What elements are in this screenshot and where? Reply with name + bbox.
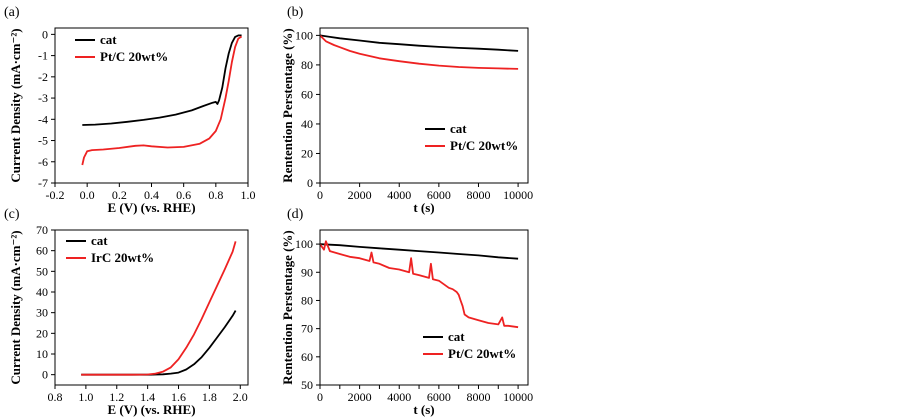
x-tick-label: 0.8 [208, 188, 223, 202]
x-tick-label: 6000 [427, 188, 451, 202]
series-line-2 [81, 35, 243, 166]
x-axis-label: t (s) [413, 402, 434, 417]
x-tick-label: 2.0 [233, 390, 248, 404]
series-line-1 [319, 243, 519, 260]
y-tick-label: 90 [301, 265, 313, 279]
y-tick-label: -3 [38, 91, 48, 105]
chart-panel-1: (a) -0.2 0.0 0.2 0.4 0.6 0.8 1.0 0 -1 -2 -3 -4 -5 -6 -7… [4, 5, 256, 215]
legend: cat Pt/C 20wt% [423, 329, 516, 361]
y-axis-label: Rentention Perstentage (%) [280, 28, 295, 183]
x-tick-label: 1.0 [241, 188, 256, 202]
legend-entry: Pt/C 20wt% [100, 49, 168, 64]
legend-entry: IrC 20wt% [91, 250, 154, 265]
x-tick-label: 1.4 [140, 390, 155, 404]
legend-entry: cat [450, 121, 467, 136]
x-tick-label: -0.2 [46, 188, 65, 202]
y-tick-label: 40 [36, 285, 48, 299]
legend: cat Pt/C 20wt% [75, 32, 168, 64]
series-line-2 [81, 241, 237, 376]
x-tick-label: 6000 [427, 390, 451, 404]
x-tick-label: 0 [317, 188, 323, 202]
y-tick-label: 20 [36, 326, 48, 340]
x-axis-label: t (s) [413, 200, 434, 215]
y-tick-label: 60 [36, 244, 48, 258]
y-axis-label: Current Density (mA·cm⁻²) [8, 230, 23, 384]
y-tick-label: -4 [38, 112, 48, 126]
x-tick-label: 0.6 [176, 188, 191, 202]
series-line-1 [319, 34, 519, 52]
x-tick-label: 0.4 [144, 188, 159, 202]
legend: cat IrC 20wt% [66, 233, 154, 265]
y-axis-label: Current Density (mA·cm⁻²) [8, 28, 23, 182]
y-tick-label: 20 [301, 146, 313, 160]
panel-label: (b) [287, 5, 304, 20]
legend-entry: cat [91, 233, 108, 248]
plot-frame [319, 229, 529, 386]
y-tick-label: 70 [36, 223, 48, 237]
y-tick-label: 100 [295, 28, 313, 42]
x-tick-label: 0.0 [80, 188, 95, 202]
x-axis-label: E (V) (vs. RHE) [107, 200, 195, 215]
x-tick-label: 0.2 [112, 188, 127, 202]
legend-entry: cat [448, 329, 465, 344]
y-tick-label: 10 [36, 347, 48, 361]
y-tick-label: 50 [36, 264, 48, 278]
plot-frame [319, 27, 529, 184]
x-tick-label: 1.0 [78, 390, 93, 404]
y-tick-label: -2 [38, 70, 48, 84]
y-tick-label: 70 [301, 322, 313, 336]
legend-entry: cat [100, 32, 117, 47]
x-tick-label: 4000 [387, 390, 411, 404]
series-line-2 [319, 240, 519, 329]
x-tick-label: 0.8 [48, 390, 63, 404]
y-tick-label: 80 [301, 293, 313, 307]
y-tick-label: 50 [301, 378, 313, 392]
y-tick-label: 0 [42, 368, 48, 382]
y-tick-label: 100 [295, 237, 313, 251]
panel-label: (c) [4, 207, 20, 222]
x-tick-label: 8000 [466, 390, 490, 404]
chart-panel-2: (b) 0 2000 4000 6000 8000 10000 0 20 40 60 80 100 t (… [280, 5, 533, 215]
series-line-1 [82, 34, 242, 126]
series-line-1 [81, 310, 237, 376]
y-tick-label: 80 [301, 58, 313, 72]
x-tick-label: 2000 [348, 188, 372, 202]
panel-label: (d) [287, 207, 304, 222]
y-tick-label: 0 [307, 176, 313, 190]
y-tick-label: -1 [38, 49, 48, 63]
x-tick-label: 4000 [387, 188, 411, 202]
plot-frame [54, 229, 249, 386]
legend: cat Pt/C 20wt% [425, 121, 518, 153]
y-tick-label: 60 [301, 350, 313, 364]
chart-panel-3: (c) 0.8 1.0 1.2 1.4 1.6 1.8 2.0 0 10 20 30 40 50 60 70 E… [4, 207, 249, 417]
chart-panel-4: (d) 0 2000 4000 6000 8000 10000 50 60 70 80 90 100 t … [280, 207, 533, 417]
legend-entry: Pt/C 20wt% [450, 138, 518, 153]
y-tick-label: 40 [301, 117, 313, 131]
x-tick-label: 10000 [503, 390, 533, 404]
x-tick-label: 1.6 [171, 390, 186, 404]
panel-label: (a) [4, 5, 20, 20]
y-tick-label: -7 [38, 176, 48, 190]
y-tick-label: 0 [42, 27, 48, 41]
legend-entry: Pt/C 20wt% [448, 346, 516, 361]
y-axis-label: Rentention Perstentage (%) [280, 230, 295, 385]
series-line-2 [319, 34, 519, 70]
x-axis-label: E (V) (vs. RHE) [107, 402, 195, 417]
y-tick-label: -5 [38, 134, 48, 148]
x-tick-label: 1.2 [109, 390, 124, 404]
x-tick-label: 2000 [348, 390, 372, 404]
x-tick-label: 10000 [503, 188, 533, 202]
x-tick-label: 0 [317, 390, 323, 404]
x-tick-label: 8000 [466, 188, 490, 202]
y-tick-label: 30 [36, 306, 48, 320]
y-tick-label: 60 [301, 87, 313, 101]
y-tick-label: -6 [38, 155, 48, 169]
x-tick-label: 1.8 [202, 390, 217, 404]
